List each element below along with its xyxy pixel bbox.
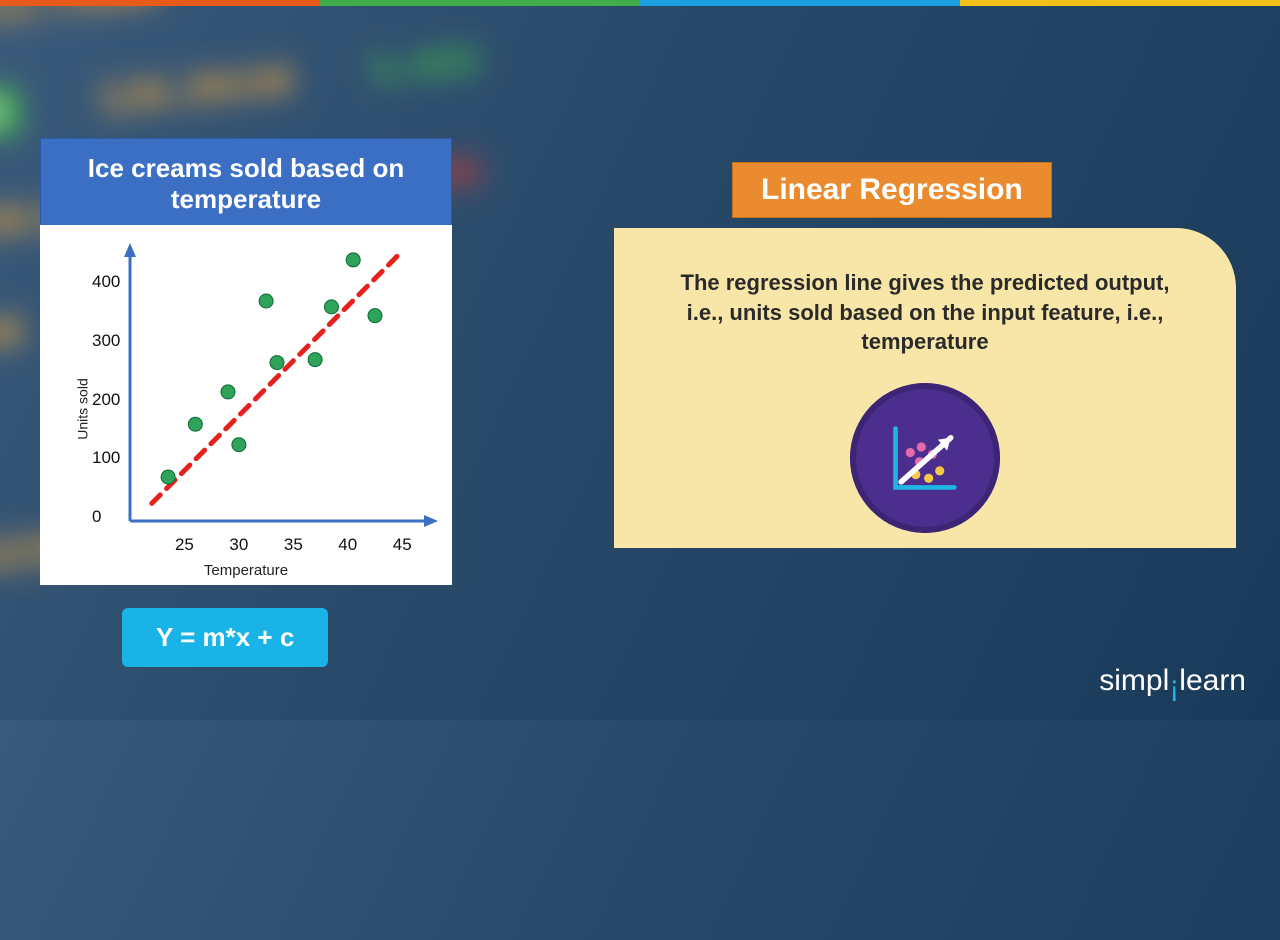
x-tick: 25 [175, 535, 194, 555]
top-color-stripe [0, 0, 1280, 6]
x-tick: 30 [229, 535, 248, 555]
logo-part-3: learn [1179, 664, 1246, 697]
badge-svg [879, 412, 971, 504]
plot-region [130, 253, 424, 525]
x-tick: 45 [393, 535, 412, 555]
logo-part-1: simpl [1099, 664, 1169, 697]
x-tick: 35 [284, 535, 303, 555]
x-tick: 40 [338, 535, 357, 555]
regression-badge-icon [850, 383, 1000, 533]
y-tick: 0 [92, 507, 101, 527]
y-axis-label: Units sold [75, 378, 91, 439]
scatter-chart-card: Units sold Temperature 0 100 200 300 400 25 3… [40, 225, 452, 585]
simplilearn-logo: simpl¡learn [1099, 664, 1246, 698]
y-tick: 100 [92, 448, 120, 468]
y-tick: 400 [92, 272, 120, 292]
y-tick: 300 [92, 331, 120, 351]
chart-title: Ice creams sold based on temperature [40, 138, 452, 232]
regression-formula: Y = m*x + c [122, 608, 328, 667]
explanation-card: The regression line gives the predicted … [614, 228, 1236, 548]
y-tick: 200 [92, 390, 120, 410]
x-axis-label: Temperature [204, 562, 288, 579]
chart-area: Units sold Temperature 0100200300400 253… [58, 243, 434, 575]
section-title: Linear Regression [732, 162, 1052, 218]
chart-svg [130, 253, 424, 525]
explanation-text: The regression line gives the predicted … [660, 268, 1190, 357]
